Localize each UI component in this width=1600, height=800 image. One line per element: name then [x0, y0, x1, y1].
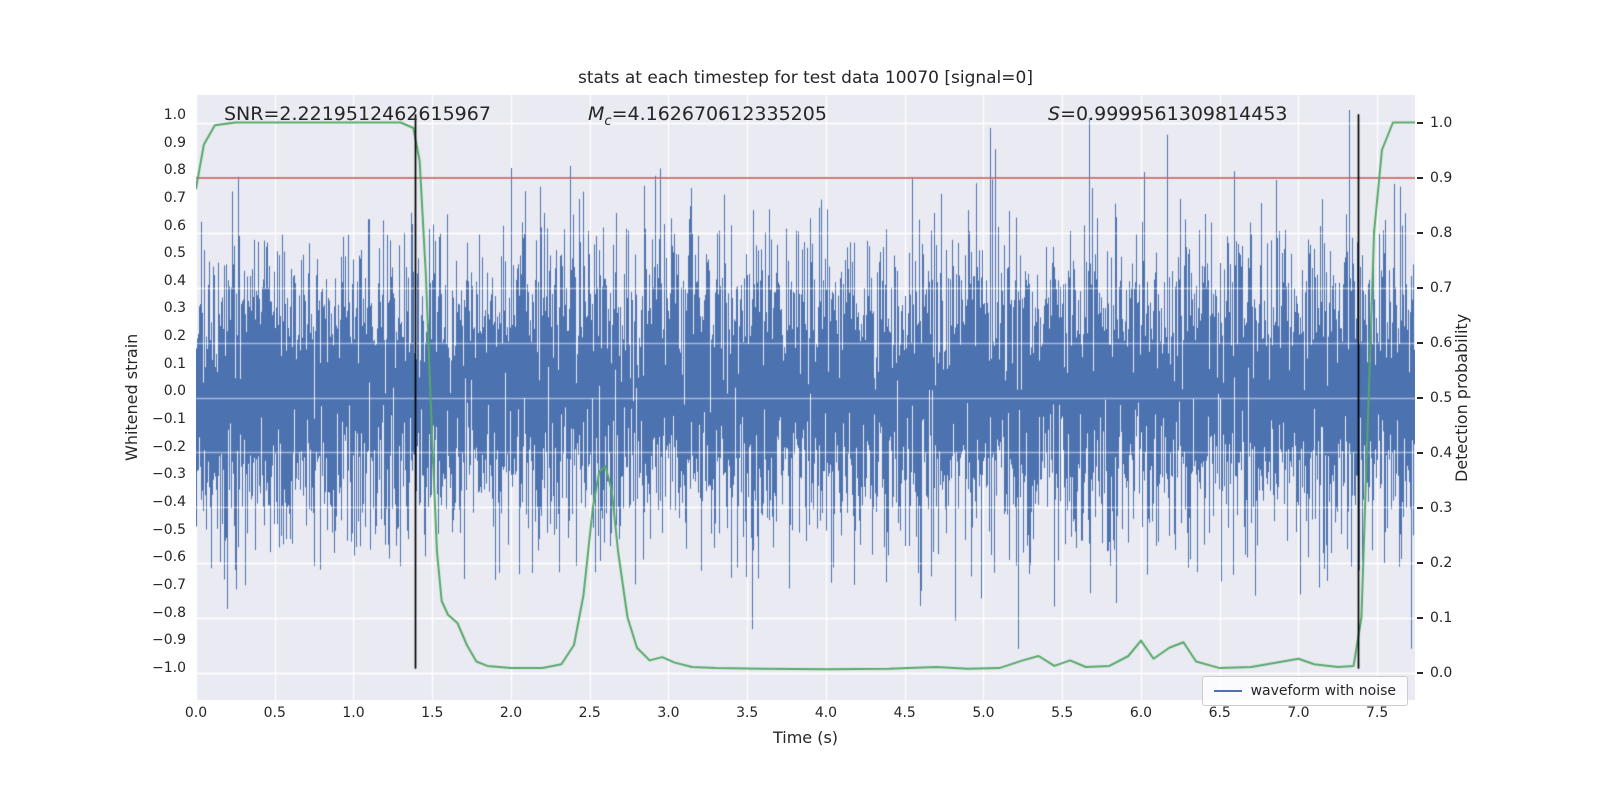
y-tick-right: 0.4 — [1430, 444, 1453, 461]
y-tick-right: 0.0 — [1430, 664, 1453, 681]
y-tick-right: 0.7 — [1430, 279, 1453, 296]
y-tick-mark-right — [1417, 231, 1423, 234]
y-tick-left: 0.6 — [163, 217, 186, 234]
y-tick-left: −0.8 — [152, 604, 186, 621]
annotation-significance: S=0.9999561309814453 — [1048, 103, 1288, 125]
x-tick: 6.0 — [1129, 705, 1153, 721]
x-tick: 0.0 — [184, 705, 208, 721]
x-tick: 2.5 — [578, 705, 601, 721]
y-tick-right: 0.5 — [1430, 389, 1453, 406]
y-tick-left: −0.6 — [152, 549, 186, 566]
y-tick-left: −0.4 — [152, 494, 186, 511]
y-tick-right: 0.1 — [1430, 609, 1453, 626]
chirp-mass-value: =4.162670612335205 — [611, 103, 827, 125]
significance-value: =0.9999561309814453 — [1060, 103, 1288, 125]
x-tick: 2.0 — [499, 705, 523, 721]
y-tick-mark-right — [1417, 561, 1423, 564]
y-axis-label-left: Whitened strain — [122, 333, 141, 462]
x-tick: 3.5 — [736, 705, 759, 721]
y-tick-left: 0.9 — [163, 134, 186, 151]
y-tick-left: −1.0 — [152, 659, 186, 676]
y-tick-mark-right — [1417, 506, 1423, 509]
legend-label: waveform with noise — [1250, 683, 1396, 699]
x-tick: 5.5 — [1051, 705, 1074, 721]
y-tick-left: 0.3 — [163, 300, 186, 317]
y-tick-mark-right — [1417, 286, 1423, 289]
plot-area — [196, 95, 1415, 700]
annotation-chirp-mass: Mc=4.162670612335205 — [588, 103, 827, 129]
chart-title: stats at each timestep for test data 100… — [578, 68, 1033, 88]
x-tick: 0.5 — [263, 705, 286, 721]
y-tick-left: 0.1 — [163, 355, 186, 372]
x-tick: 3.0 — [657, 705, 680, 721]
y-tick-mark-right — [1417, 341, 1423, 344]
y-tick-left: −0.7 — [152, 576, 186, 593]
significance-symbol: S — [1048, 103, 1061, 125]
x-tick: 7.0 — [1287, 705, 1310, 721]
y-tick-left: 1.0 — [163, 106, 186, 123]
y-tick-right: 0.6 — [1430, 334, 1453, 351]
x-tick: 1.0 — [342, 705, 365, 721]
x-tick: 7.5 — [1366, 705, 1389, 721]
y-tick-left: −0.9 — [152, 632, 186, 649]
y-tick-left: 0.8 — [163, 162, 186, 179]
y-tick-mark-right — [1417, 451, 1423, 454]
chirp-mass-subscript: c — [604, 113, 612, 129]
x-tick: 6.5 — [1208, 705, 1231, 721]
y-tick-right: 0.3 — [1430, 499, 1453, 516]
y-tick-right: 0.2 — [1430, 554, 1453, 571]
x-tick: 5.0 — [972, 705, 995, 721]
x-tick: 4.5 — [893, 705, 916, 721]
y-tick-left: 0.4 — [163, 272, 186, 289]
legend-line-sample — [1213, 690, 1242, 692]
y-tick-left: 0.2 — [163, 328, 186, 345]
x-axis-label: Time (s) — [772, 728, 839, 747]
annotation-snr: SNR=2.2219512462615967 — [224, 103, 491, 125]
x-tick: 4.0 — [814, 705, 838, 721]
legend: waveform with noise — [1201, 676, 1408, 706]
y-tick-left: −0.1 — [152, 411, 186, 428]
y-tick-right: 0.9 — [1430, 169, 1453, 186]
annotation-snr-text: SNR=2.2219512462615967 — [224, 103, 491, 125]
y-tick-left: 0.5 — [163, 245, 186, 262]
y-tick-mark-right — [1417, 616, 1423, 619]
y-tick-right: 1.0 — [1430, 114, 1453, 131]
y-tick-left: 0.0 — [163, 383, 186, 400]
x-tick: 1.5 — [421, 705, 444, 721]
y-tick-left: −0.5 — [152, 521, 186, 538]
y-tick-left: −0.3 — [152, 466, 186, 483]
y-tick-mark-right — [1417, 176, 1423, 179]
y-tick-left: 0.7 — [163, 189, 186, 206]
y-tick-mark-right — [1417, 396, 1423, 399]
y-tick-mark-right — [1417, 671, 1423, 674]
y-tick-mark-right — [1417, 121, 1423, 124]
chirp-mass-symbol: M — [588, 103, 605, 125]
y-tick-right: 0.8 — [1430, 224, 1453, 241]
y-tick-left: −0.2 — [152, 438, 186, 455]
